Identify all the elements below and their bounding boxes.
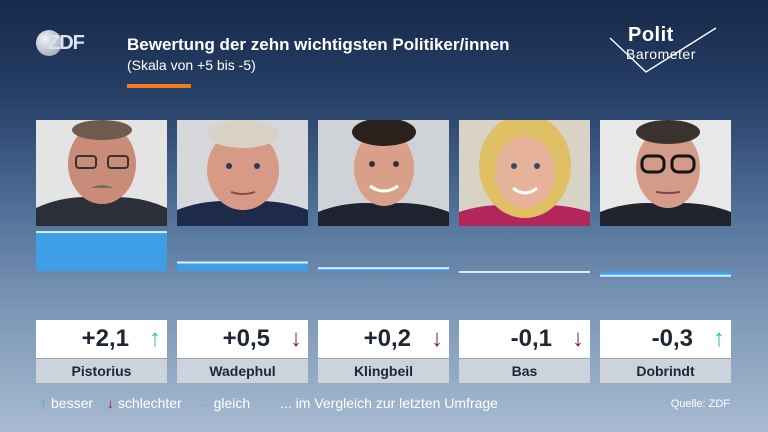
legend-better: besser xyxy=(51,395,94,411)
legend-same-icon: → xyxy=(195,395,210,411)
chart-title: Bewertung der zehn wichtigsten Politiker… xyxy=(127,35,510,54)
name-pistorius: Pistorius xyxy=(36,359,167,383)
name-bas: Bas xyxy=(459,359,590,383)
legend-up-icon: ↑ xyxy=(40,395,47,411)
value-label: -0,1 xyxy=(510,325,552,352)
value-label: -0,3 xyxy=(651,325,693,352)
chart-subtitle: (Skala von +5 bis -5) xyxy=(127,57,256,73)
value-card-dobrindt: -0,3 ↑ xyxy=(600,320,731,358)
bar-edge-bas xyxy=(459,271,590,273)
trend-down-icon: ↓ xyxy=(290,325,302,352)
name-wadephul: Wadephul xyxy=(177,359,308,383)
zdf-logo-circle xyxy=(36,30,62,56)
bar-edge-pistorius xyxy=(36,231,167,234)
portrait-klingbeil xyxy=(318,120,449,226)
portrait-dobrindt xyxy=(600,120,731,226)
politbarometer-check-icon xyxy=(609,27,717,73)
politbarometer-line1: Polit xyxy=(628,24,674,46)
portrait-wadephul xyxy=(177,120,308,226)
bar-dobrindt xyxy=(600,271,731,277)
legend-same: gleich xyxy=(213,395,251,411)
legend-worse: schlechter xyxy=(117,395,182,411)
source-label: Quelle: ZDF xyxy=(670,398,730,410)
portrait-pistorius xyxy=(36,120,167,226)
name-dobrindt: Dobrindt xyxy=(600,359,731,383)
bar-pistorius xyxy=(36,231,167,271)
trend-up-icon: ↑ xyxy=(149,325,161,352)
trend-up-icon: ↑ xyxy=(713,325,725,352)
value-label: +0,2 xyxy=(363,325,411,352)
value-card-klingbeil: +0,2 ↓ xyxy=(318,320,449,358)
zdf-logo-text: ZDF xyxy=(48,32,85,54)
trend-down-icon: ↓ xyxy=(431,325,443,352)
value-card-wadephul: +0,5 ↓ xyxy=(177,320,308,358)
value-card-bas: -0,1 ↓ xyxy=(459,320,590,358)
bar-edge-dobrindt xyxy=(600,274,731,277)
zdf-logo: ZDF xyxy=(36,30,94,58)
politbarometer-logo: Polit Barometer xyxy=(606,24,726,74)
bar-wadephul xyxy=(177,261,308,271)
value-label: +2,1 xyxy=(81,325,129,352)
legend-note: ... im Vergleich zur letzten Umfrage xyxy=(280,395,498,411)
portrait-bas xyxy=(459,120,590,226)
trend-down-icon: ↓ xyxy=(572,325,584,352)
bar-edge-klingbeil xyxy=(318,267,449,270)
value-card-pistorius: +2,1 ↑ xyxy=(36,320,167,358)
legend-down-icon: ↓ xyxy=(106,395,114,411)
name-klingbeil: Klingbeil xyxy=(318,359,449,383)
value-label: +0,5 xyxy=(222,325,270,352)
legend: ↑ besser ↓ schlechter → gleich ... im Vergl… xyxy=(40,395,502,411)
title-accent-line xyxy=(127,84,191,88)
politbarometer-line2: Barometer xyxy=(626,46,696,62)
bar-edge-wadephul xyxy=(177,261,308,264)
